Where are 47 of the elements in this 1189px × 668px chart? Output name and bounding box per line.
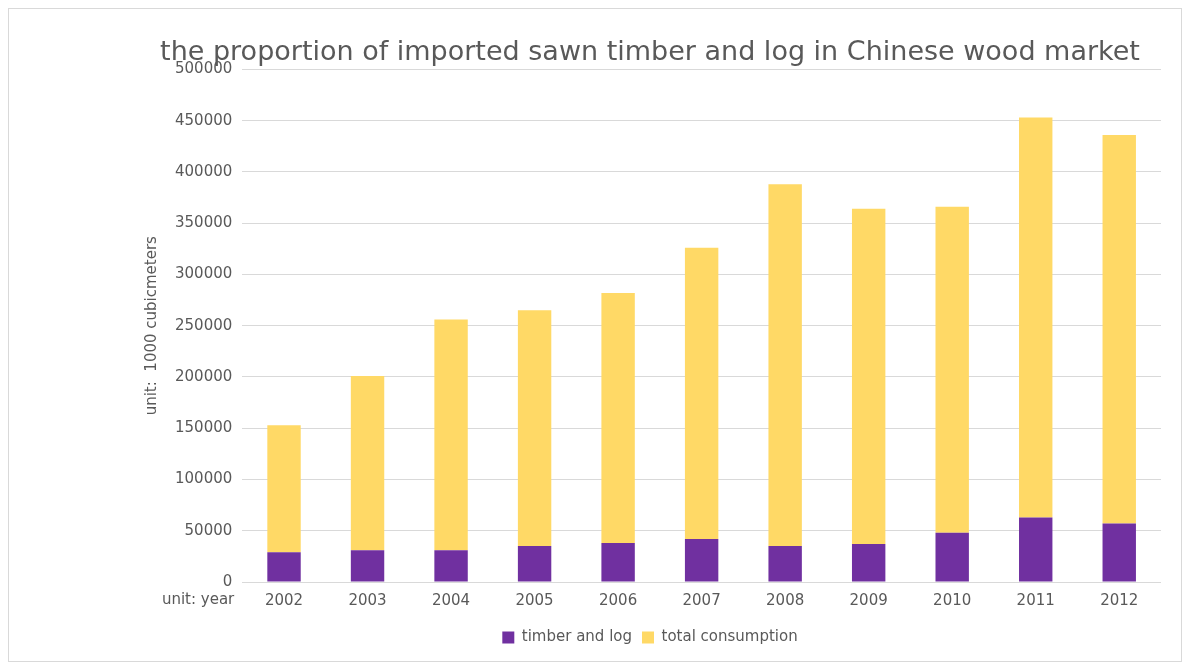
y-tick-label: 100000 <box>175 469 233 488</box>
x-tick-label: 2006 <box>599 590 638 609</box>
y-tick-label: 200000 <box>175 366 233 385</box>
legend-label: total consumption <box>661 627 798 646</box>
bar <box>851 208 886 545</box>
y-tick-label: 150000 <box>175 418 233 437</box>
bar <box>851 544 886 582</box>
bar <box>768 546 802 582</box>
bar <box>1019 517 1053 582</box>
y-tick-label: 400000 <box>175 161 233 180</box>
x-tick-label: 2010 <box>933 590 972 609</box>
bar <box>601 292 635 544</box>
bar <box>935 532 969 582</box>
bar <box>517 546 552 582</box>
y-tick-label: 0 <box>222 571 233 590</box>
bar <box>517 310 552 547</box>
x-tick-label: 2007 <box>682 590 721 609</box>
y-axis-title: unit: 1000 cubicmeters <box>141 235 160 416</box>
x-tick-label: 2008 <box>766 590 805 609</box>
bar <box>601 543 635 582</box>
x-tick-label: 2004 <box>431 590 471 609</box>
bar <box>267 552 301 582</box>
x-tick-label: 2005 <box>515 590 554 609</box>
y-tick-label: 350000 <box>175 213 233 232</box>
bar <box>267 425 301 553</box>
bar <box>434 550 468 582</box>
bar <box>1102 135 1136 524</box>
bar <box>684 247 719 539</box>
y-tick-label: 300000 <box>175 264 233 283</box>
y-tick-label: 450000 <box>175 110 233 129</box>
bar <box>684 538 719 582</box>
bar <box>1102 523 1136 582</box>
bar <box>434 319 468 551</box>
bar <box>768 184 802 547</box>
y-tick-label: 250000 <box>175 315 233 334</box>
x-tick-label: 2012 <box>1100 590 1139 609</box>
x-axis-title: unit: year <box>161 589 236 608</box>
x-tick-label: 2002 <box>264 590 304 609</box>
x-tick-label: 2009 <box>849 590 888 609</box>
y-tick-label: 50000 <box>184 520 233 539</box>
x-tick-label: 2011 <box>1016 590 1055 609</box>
x-tick-label: 2003 <box>348 590 387 609</box>
legend-label: timber and log <box>521 627 633 646</box>
bar <box>350 550 385 582</box>
bar <box>935 206 969 533</box>
bar <box>1019 117 1053 518</box>
bar <box>350 375 385 551</box>
